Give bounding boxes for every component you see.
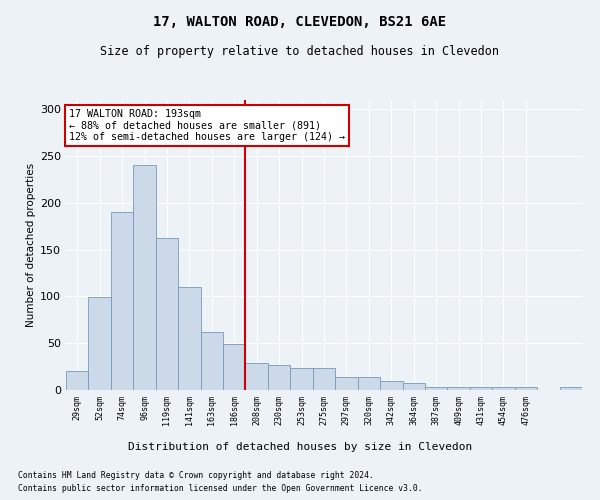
Bar xyxy=(403,382,425,390)
Bar xyxy=(470,387,492,390)
Bar xyxy=(358,377,380,390)
Text: Contains public sector information licensed under the Open Government Licence v3: Contains public sector information licen… xyxy=(18,484,422,493)
Bar xyxy=(88,298,111,390)
Bar xyxy=(178,287,200,390)
Bar xyxy=(515,387,537,390)
Bar xyxy=(560,387,582,390)
Bar xyxy=(492,387,515,390)
Bar xyxy=(268,364,290,390)
Bar xyxy=(66,372,88,390)
Bar xyxy=(156,238,178,390)
Bar xyxy=(245,363,268,390)
Bar xyxy=(448,387,470,390)
Text: Distribution of detached houses by size in Clevedon: Distribution of detached houses by size … xyxy=(128,442,472,452)
Bar xyxy=(313,368,335,390)
Bar xyxy=(380,380,403,390)
Bar xyxy=(111,212,133,390)
Text: Contains HM Land Registry data © Crown copyright and database right 2024.: Contains HM Land Registry data © Crown c… xyxy=(18,470,374,480)
Text: 17, WALTON ROAD, CLEVEDON, BS21 6AE: 17, WALTON ROAD, CLEVEDON, BS21 6AE xyxy=(154,15,446,29)
Bar xyxy=(223,344,245,390)
Bar xyxy=(133,164,156,390)
Text: 17 WALTON ROAD: 193sqm
← 88% of detached houses are smaller (891)
12% of semi-de: 17 WALTON ROAD: 193sqm ← 88% of detached… xyxy=(68,108,344,142)
Bar xyxy=(425,387,448,390)
Text: Size of property relative to detached houses in Clevedon: Size of property relative to detached ho… xyxy=(101,45,499,58)
Bar xyxy=(335,377,358,390)
Y-axis label: Number of detached properties: Number of detached properties xyxy=(26,163,36,327)
Bar xyxy=(200,332,223,390)
Bar xyxy=(290,368,313,390)
